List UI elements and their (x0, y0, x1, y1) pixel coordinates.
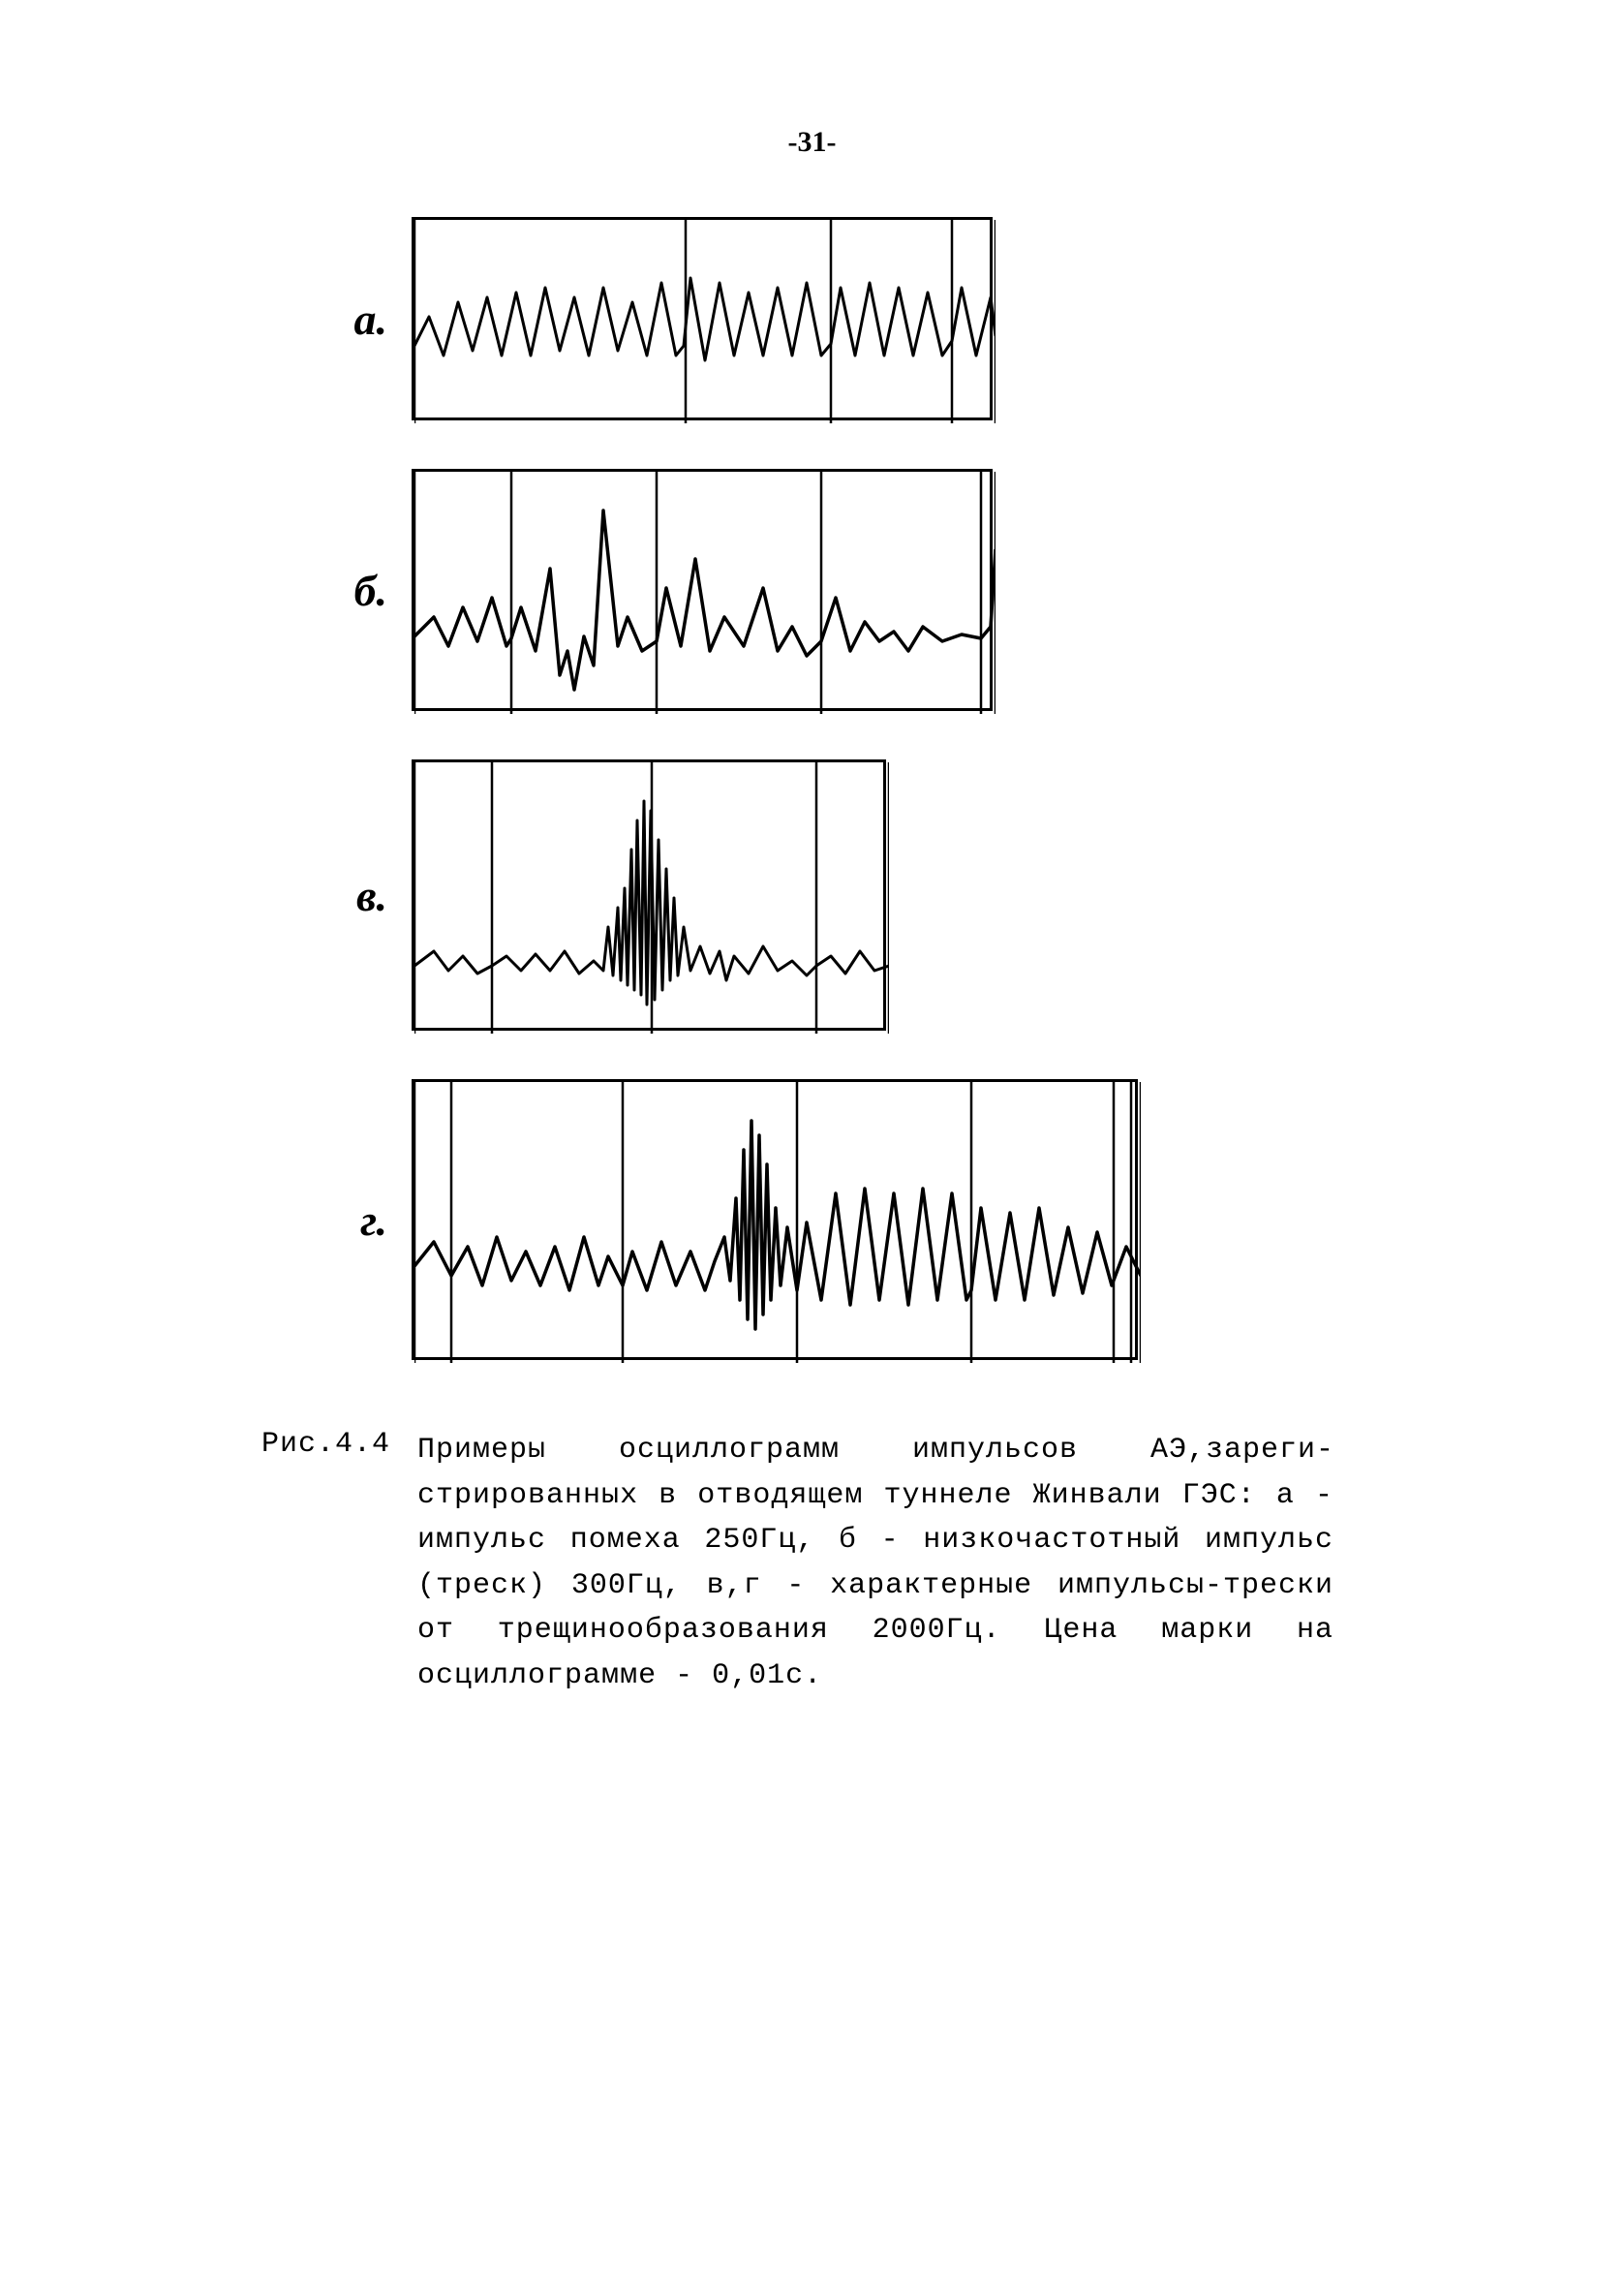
panel-label: в. (339, 870, 387, 921)
panel-label: г. (339, 1194, 387, 1246)
scanned-page: -31- а. б. в. г. Рис.4.4 Примеры осциллогра… (0, 0, 1624, 1795)
waveform-path (414, 510, 996, 690)
oscillogram-box (412, 1079, 1138, 1360)
oscillogram-svg (414, 220, 996, 423)
waveform-path (414, 1121, 1141, 1329)
oscillogram-box (412, 469, 993, 711)
panel-label: а. (339, 294, 387, 345)
figure-caption: Рис.4.4 Примеры осциллограмм импульсов А… (194, 1428, 1430, 1698)
oscillogram-panel: а. (194, 217, 1430, 420)
caption-label: Рис.4.4 (261, 1428, 390, 1461)
page-number: -31- (194, 126, 1430, 159)
waveform-path (414, 278, 996, 360)
oscillogram-box (412, 759, 886, 1031)
oscillogram-box (412, 217, 993, 420)
oscillogram-panel: б. (194, 469, 1430, 711)
caption-text: Примеры осциллограмм импульсов АЭ,зареги… (417, 1428, 1333, 1698)
oscillogram-svg (414, 762, 889, 1034)
oscillogram-panel: в. (194, 759, 1430, 1031)
panel-label: б. (339, 565, 387, 616)
figures-container: а. б. в. г. (194, 217, 1430, 1360)
oscillogram-panel: г. (194, 1079, 1430, 1360)
oscillogram-svg (414, 472, 996, 714)
oscillogram-svg (414, 1082, 1141, 1363)
